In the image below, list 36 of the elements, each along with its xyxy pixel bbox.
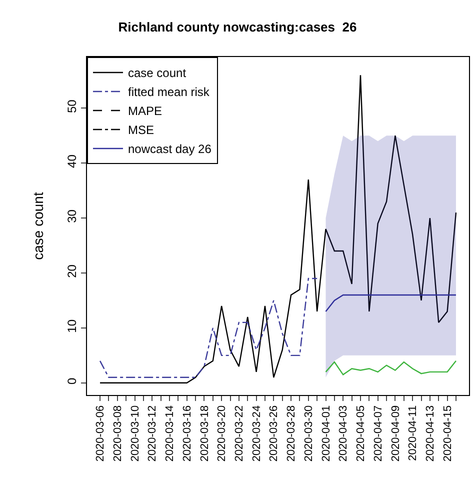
y-tick-label: 30 <box>65 209 80 223</box>
x-tick-label: 2020-04-05 <box>355 405 368 462</box>
line-series <box>99 278 318 378</box>
x-tick-label: 2020-03-18 <box>198 405 211 462</box>
x-tick-label: 2020-04-03 <box>338 405 350 462</box>
y-tick-label: 20 <box>65 264 80 278</box>
x-tick-label: 2020-04-07 <box>372 405 384 462</box>
x-tick-label: 2020-04-15 <box>442 405 454 462</box>
x-tick-label: 2020-03-06 <box>94 405 107 462</box>
x-tick-label: 2020-03-08 <box>112 405 124 462</box>
x-tick-label: 2020-03-12 <box>146 405 159 462</box>
legend-label: fitted mean risk <box>128 85 210 100</box>
legend-label: nowcast day 26 <box>128 142 212 156</box>
x-tick-label: 2020-04-13 <box>424 405 437 462</box>
x-tick-label: 2020-03-26 <box>268 405 280 462</box>
x-tick-label: 2020-03-14 <box>164 405 176 462</box>
y-tick-label: 40 <box>65 154 80 168</box>
y-tick-label: 50 <box>65 99 80 113</box>
y-tick-label: 10 <box>65 319 80 333</box>
y-tick-label: 0 <box>65 377 80 384</box>
x-tick-label: 2020-03-30 <box>302 405 315 462</box>
legend-label: MAPE <box>128 104 162 118</box>
legend-label: case count <box>128 66 187 80</box>
line-series <box>325 360 457 376</box>
x-tick-label: 2020-04-09 <box>390 405 402 462</box>
x-tick-label: 2020-03-20 <box>216 405 228 462</box>
x-tick-label: 2020-03-16 <box>181 405 194 462</box>
x-tick-label: 2020-03-10 <box>129 405 142 462</box>
legend-label: MSE <box>128 123 154 138</box>
chart-title: Richland county nowcasting:cases 26 <box>118 19 357 34</box>
x-tick-label: 2020-04-01 <box>320 405 332 462</box>
x-tick-label: 2020-03-24 <box>250 405 263 462</box>
x-tick-label: 2020-04-11 <box>407 405 420 461</box>
x-tick-label: 2020-03-28 <box>286 405 298 462</box>
y-axis-title: case count <box>30 192 46 260</box>
x-tick-label: 2020-03-22 <box>234 405 246 462</box>
